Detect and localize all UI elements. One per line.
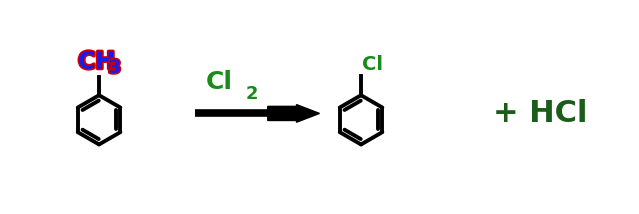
Text: CH: CH (78, 50, 115, 74)
Text: Cl: Cl (362, 55, 383, 74)
FancyArrow shape (268, 105, 320, 122)
Text: 2: 2 (246, 85, 259, 103)
Text: Cl: Cl (206, 70, 233, 94)
Text: + HCl: + HCl (493, 99, 587, 128)
Text: 3: 3 (109, 59, 121, 77)
